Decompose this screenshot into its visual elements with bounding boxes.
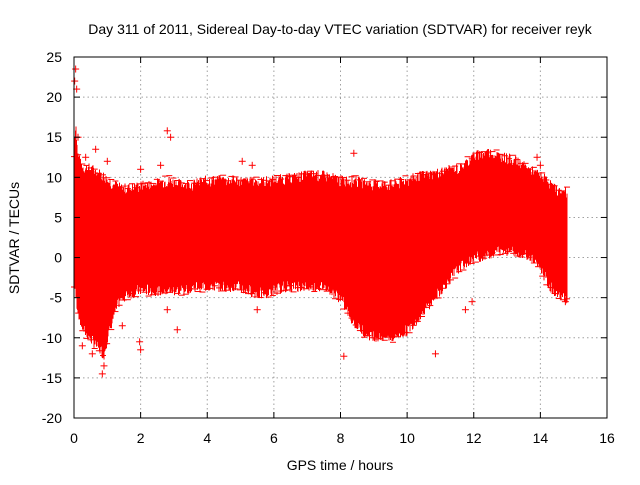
data-point (238, 157, 246, 165)
data-point (137, 346, 145, 354)
data-point (82, 153, 90, 161)
data-point (248, 161, 256, 169)
data-point (71, 77, 79, 85)
y-tick-label: 10 (46, 169, 62, 185)
data-point (157, 161, 165, 169)
x-tick-label: 8 (337, 430, 345, 446)
data-point (125, 286, 133, 294)
data-point (163, 306, 171, 314)
data-point (340, 352, 348, 360)
y-tick-label: 20 (46, 89, 62, 105)
data-point (118, 322, 126, 330)
chart-title: Day 311 of 2011, Sidereal Day-to-day VTE… (88, 21, 592, 37)
y-tick-label: 5 (54, 209, 62, 225)
data-point (253, 306, 261, 314)
data-point (287, 282, 295, 290)
y-tick-label: -15 (42, 370, 62, 386)
x-tick-label: 6 (270, 430, 278, 446)
data-point (533, 153, 541, 161)
data-point (137, 165, 145, 173)
data-point (98, 370, 106, 378)
data-band (73, 126, 568, 360)
data-edge-markers (71, 149, 571, 356)
y-tick-label: -10 (42, 330, 62, 346)
data-point (72, 65, 80, 73)
axes: 0 2 4 6 8 10 12 14 16 -20 -15 -10 -5 0 5 10 15 20 25 (42, 49, 615, 446)
data-outliers (71, 65, 569, 378)
data-point (136, 338, 144, 346)
data-point (468, 298, 476, 306)
x-tick-label: 10 (399, 430, 415, 446)
data-point (88, 350, 96, 358)
data-point (536, 161, 544, 169)
data-series (71, 65, 571, 378)
data-point (350, 149, 358, 157)
x-tick-label: 14 (533, 430, 549, 446)
y-tick-label: 15 (46, 129, 62, 145)
x-tick-label: 2 (137, 430, 145, 446)
data-point (173, 326, 181, 334)
data-point (431, 350, 439, 358)
data-point (163, 127, 171, 135)
x-tick-label: 4 (203, 430, 211, 446)
x-tick-label: 16 (599, 430, 615, 446)
data-point (103, 157, 111, 165)
y-tick-label: 0 (54, 250, 62, 266)
y-tick-label: -5 (50, 290, 63, 306)
x-tick-label: 0 (70, 430, 78, 446)
y-tick-label: 25 (46, 49, 62, 65)
data-point (100, 362, 108, 370)
data-point (92, 145, 100, 153)
x-tick-label: 12 (466, 430, 482, 446)
y-tick-label: -20 (42, 410, 62, 426)
y-axis-title: SDTVAR / TECUs (6, 182, 22, 294)
x-axis-title: GPS time / hours (287, 457, 394, 473)
data-point (167, 133, 175, 141)
data-point (461, 306, 469, 314)
data-point (78, 342, 86, 350)
data-point (561, 298, 569, 306)
